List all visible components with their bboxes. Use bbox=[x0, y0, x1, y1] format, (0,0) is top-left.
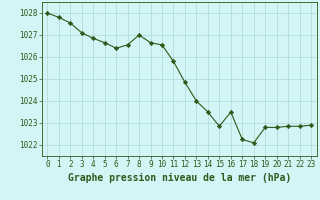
X-axis label: Graphe pression niveau de la mer (hPa): Graphe pression niveau de la mer (hPa) bbox=[68, 173, 291, 183]
